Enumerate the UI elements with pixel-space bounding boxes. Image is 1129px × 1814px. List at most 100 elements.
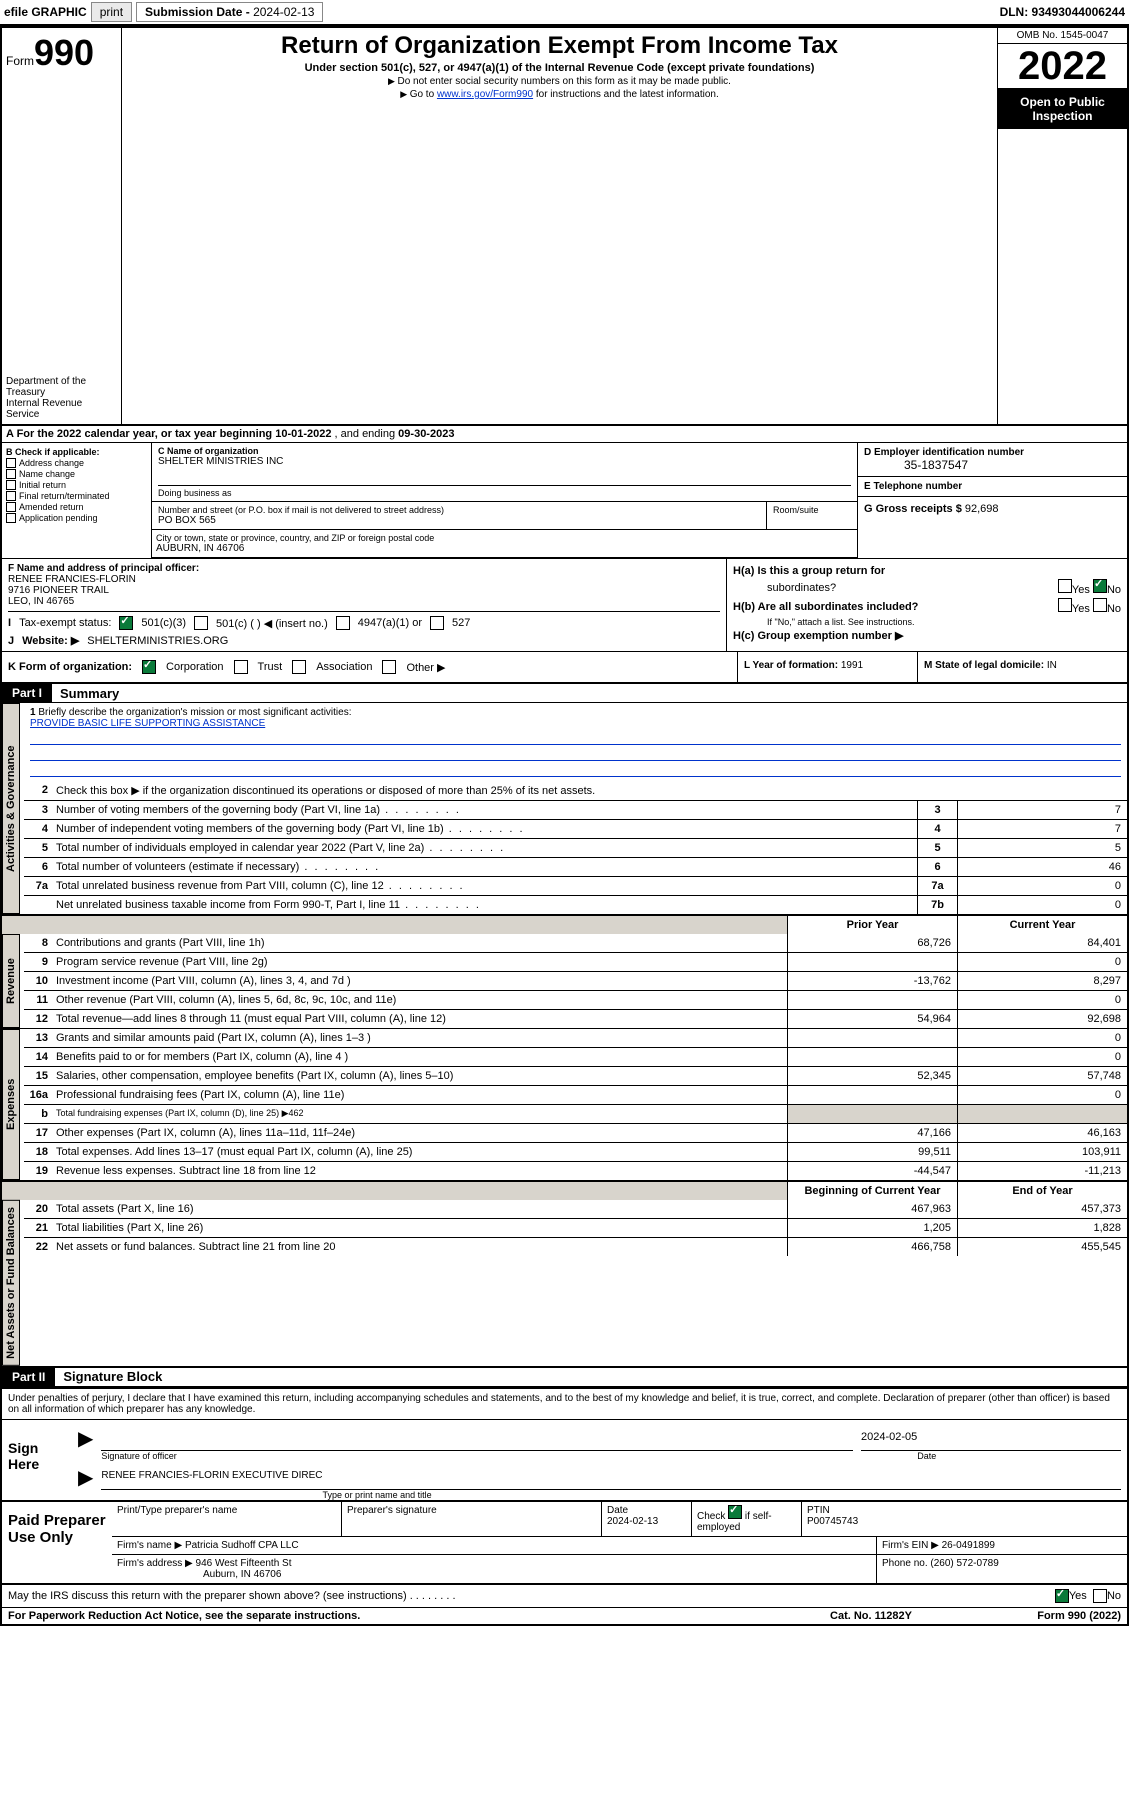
irs-label: Internal Revenue Service [6, 398, 117, 420]
table-row: 14 Benefits paid to or for members (Part… [24, 1047, 1127, 1066]
header-beginning: Beginning of Current Year [787, 1182, 957, 1200]
table-row: 10 Investment income (Part VIII, column … [24, 971, 1127, 990]
tax-year: 2022 [998, 44, 1127, 89]
table-row: 8 Contributions and grants (Part VIII, l… [24, 934, 1127, 952]
city-state-zip: AUBURN, IN 46706 [156, 543, 853, 554]
street-address: PO BOX 565 [158, 515, 760, 526]
tab-revenue: Revenue [2, 934, 20, 1028]
table-row: 21 Total liabilities (Part X, line 26) 1… [24, 1218, 1127, 1237]
checkbox-ha-no[interactable] [1093, 579, 1107, 593]
paid-preparer-block: Paid Preparer Use Only Print/Type prepar… [2, 1500, 1127, 1585]
ein: 35-1837547 [864, 458, 1121, 472]
tab-netassets: Net Assets or Fund Balances [2, 1200, 20, 1366]
year-formation: 1991 [841, 660, 863, 671]
discuss-row: May the IRS discuss this return with the… [2, 1585, 1127, 1607]
checkbox-discuss-no[interactable] [1093, 1589, 1107, 1603]
topbar: efile GRAPHIC print Submission Date - 20… [0, 0, 1129, 26]
dln: DLN: 93493044006244 [1000, 5, 1125, 19]
table-row: 4 Number of independent voting members o… [24, 819, 1127, 838]
section-b: B Check if applicable: Address change Na… [2, 443, 152, 558]
firm-name: Patricia Sudhoff CPA LLC [185, 1540, 299, 1551]
header-end: End of Year [957, 1182, 1127, 1200]
officer-name: RENEE FRANCIES-FLORIN [8, 574, 720, 585]
firm-address: 946 West Fifteenth St [196, 1558, 292, 1569]
table-row: 22 Net assets or fund balances. Subtract… [24, 1237, 1127, 1256]
mission-statement: PROVIDE BASIC LIFE SUPPORTING ASSISTANCE [30, 718, 1121, 729]
revenue-section: Revenue 8 Contributions and grants (Part… [2, 934, 1127, 1028]
table-row: 16a Professional fundraising fees (Part … [24, 1085, 1127, 1104]
table-row: 6 Total number of volunteers (estimate i… [24, 857, 1127, 876]
tab-expenses: Expenses [2, 1029, 20, 1180]
checkbox-ha-yes[interactable] [1058, 579, 1072, 593]
table-row: 11 Other revenue (Part VIII, column (A),… [24, 990, 1127, 1009]
checkbox-501c[interactable] [194, 616, 208, 630]
goto-line: Go to www.irs.gov/Form990 for instructio… [130, 89, 989, 100]
signature-line[interactable]: Signature of officer [101, 1431, 853, 1451]
table-row: 12 Total revenue—add lines 8 through 11 … [24, 1009, 1127, 1028]
website: SHELTERMINISTRIES.ORG [87, 635, 228, 647]
checkbox-assoc[interactable] [292, 660, 306, 674]
irs-link[interactable]: www.irs.gov/Form990 [437, 89, 533, 100]
officer-city: LEO, IN 46765 [8, 596, 720, 607]
table-row: 7a Total unrelated business revenue from… [24, 876, 1127, 895]
table-row: 20 Total assets (Part X, line 16) 467,96… [24, 1200, 1127, 1218]
form-header: Form990 Department of the Treasury Inter… [2, 28, 1127, 426]
tab-governance: Activities & Governance [2, 703, 20, 914]
checkbox-final[interactable] [6, 491, 16, 501]
checkbox-527[interactable] [430, 616, 444, 630]
dept-treasury: Department of the Treasury [6, 376, 117, 398]
form-subtitle: Under section 501(c), 527, or 4947(a)(1)… [130, 62, 989, 74]
efile-label: efile GRAPHIC [4, 5, 87, 19]
checkbox-initial[interactable] [6, 480, 16, 490]
checkbox-hb-no[interactable] [1093, 598, 1107, 612]
checkbox-address[interactable] [6, 458, 16, 468]
part-2-header: Part II [2, 1368, 55, 1386]
header-prior-year: Prior Year [787, 916, 957, 934]
checkbox-501c3[interactable] [119, 616, 133, 630]
checkbox-selfemployed[interactable] [728, 1505, 742, 1519]
sign-arrow-icon: ▶ [78, 1465, 93, 1490]
signature-intro: Under penalties of perjury, I declare th… [2, 1387, 1127, 1419]
form-title: Return of Organization Exempt From Incom… [130, 32, 989, 60]
checkbox-hb-yes[interactable] [1058, 598, 1072, 612]
print-button[interactable]: print [91, 2, 132, 22]
state-domicile: IN [1047, 660, 1057, 671]
paperwork-notice: For Paperwork Reduction Act Notice, see … [8, 1610, 771, 1622]
firm-phone: (260) 572-0789 [930, 1558, 998, 1569]
header-current-year: Current Year [957, 916, 1127, 934]
table-row: 13 Grants and similar amounts paid (Part… [24, 1029, 1127, 1047]
org-name: SHELTER MINISTRIES INC [158, 456, 851, 467]
table-row: Net unrelated business taxable income fr… [24, 895, 1127, 914]
table-row: 17 Other expenses (Part IX, column (A), … [24, 1123, 1127, 1142]
identity-block: B Check if applicable: Address change Na… [2, 443, 1127, 558]
checkbox-discuss-yes[interactable] [1055, 1589, 1069, 1603]
omb-number: OMB No. 1545-0047 [998, 28, 1127, 44]
checkbox-pending[interactable] [6, 513, 16, 523]
sign-here-block: Sign Here ▶ Signature of officer 2024-02… [2, 1419, 1127, 1500]
table-row: 3 Number of voting members of the govern… [24, 800, 1127, 819]
table-row: 18 Total expenses. Add lines 13–17 (must… [24, 1142, 1127, 1161]
officer-street: 9716 PIONEER TRAIL [8, 585, 720, 596]
checkbox-other[interactable] [382, 660, 396, 674]
netassets-section: Net Assets or Fund Balances 20 Total ass… [2, 1200, 1127, 1366]
form-number-footer: Form 990 (2022) [971, 1610, 1121, 1622]
table-row: 19 Revenue less expenses. Subtract line … [24, 1161, 1127, 1180]
table-row: 15 Salaries, other compensation, employe… [24, 1066, 1127, 1085]
governance-section: Activities & Governance 1 Briefly descri… [2, 703, 1127, 914]
firm-ein: 26-0491899 [942, 1540, 995, 1551]
submission-date: Submission Date - 2024-02-13 [136, 2, 323, 22]
checkbox-4947[interactable] [336, 616, 350, 630]
form-number: Form990 [6, 32, 117, 74]
sign-date: 2024-02-05 Date [861, 1431, 1121, 1451]
checkbox-name[interactable] [6, 469, 16, 479]
org-name-block: C Name of organization SHELTER MINISTRIE… [152, 443, 857, 502]
name-title-line: RENEE FRANCIES-FLORIN EXECUTIVE DIREC Ty… [101, 1470, 1121, 1490]
part-1-header: Part I [2, 684, 52, 702]
table-row: 9 Program service revenue (Part VIII, li… [24, 952, 1127, 971]
expenses-section: Expenses 13 Grants and similar amounts p… [2, 1028, 1127, 1180]
ssn-note: Do not enter social security numbers on … [130, 76, 989, 87]
checkbox-amended[interactable] [6, 502, 16, 512]
checkbox-trust[interactable] [234, 660, 248, 674]
sign-arrow-icon: ▶ [78, 1426, 93, 1451]
checkbox-corp[interactable] [142, 660, 156, 674]
